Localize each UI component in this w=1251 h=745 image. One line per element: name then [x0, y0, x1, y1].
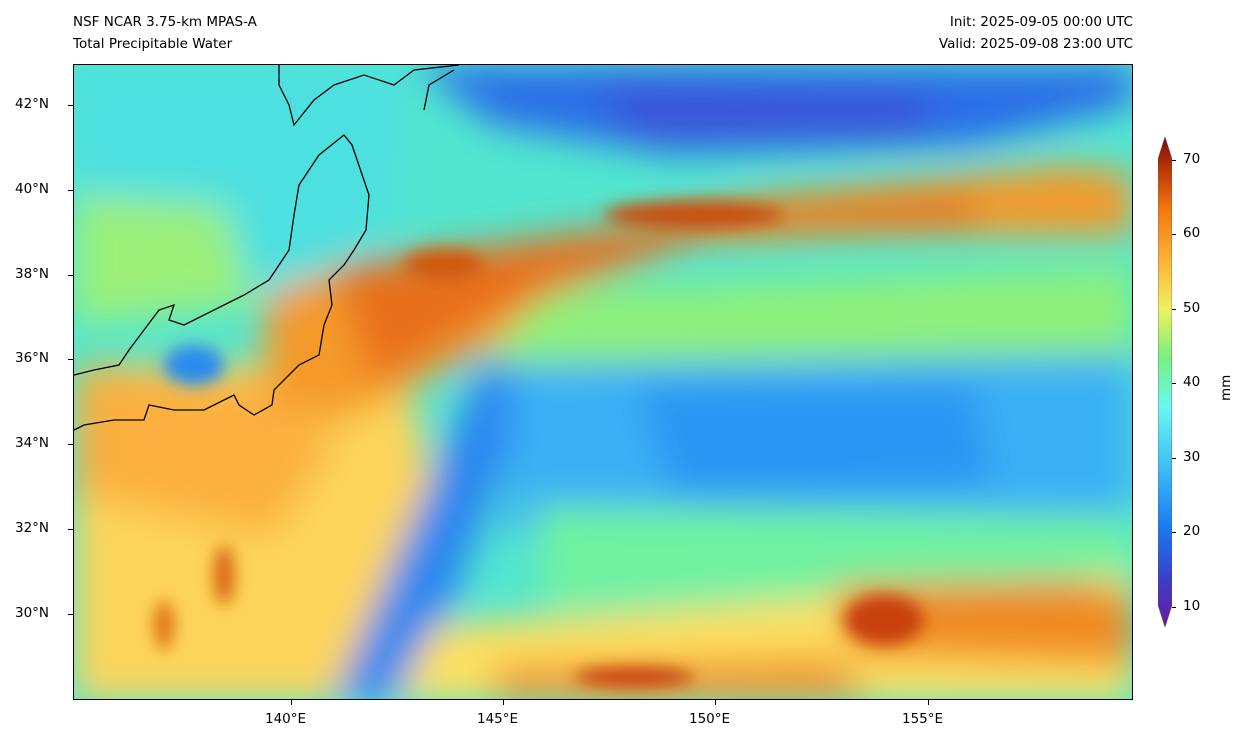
lat-label: 38°N	[15, 266, 50, 282]
model-title: NSF NCAR 3.75-km MPAS-A	[73, 14, 257, 30]
lon-label: 150°E	[689, 711, 731, 727]
lat-tick-mark	[68, 529, 73, 530]
cbar-tick-mark	[1172, 458, 1176, 459]
lon-tick-mark	[928, 700, 929, 705]
tpw-map	[73, 64, 1133, 700]
lon-label: 145°E	[477, 711, 519, 727]
lat-label: 34°N	[15, 435, 50, 451]
tpw-field	[74, 65, 1132, 699]
cbar-label: 50	[1183, 300, 1201, 316]
lon-tick-mark	[503, 700, 504, 705]
lon-label: 155°E	[902, 711, 944, 727]
lat-tick-mark	[68, 190, 73, 191]
cbar-tick-mark	[1172, 309, 1176, 310]
cbar-label: 30	[1183, 449, 1201, 465]
init-time: Init: 2025-09-05 00:00 UTC	[949, 14, 1133, 30]
cbar-label: 10	[1183, 598, 1201, 614]
colorbar-unit: mm	[1218, 374, 1234, 401]
cbar-tick-mark	[1172, 160, 1176, 161]
lon-tick-mark	[291, 700, 292, 705]
valid-time: Valid: 2025-09-08 23:00 UTC	[938, 36, 1133, 52]
lat-tick-mark	[68, 444, 73, 445]
lon-label: 140°E	[265, 711, 307, 727]
cbar-label: 40	[1183, 374, 1201, 390]
lat-tick-mark	[68, 105, 73, 106]
lat-tick-mark	[68, 275, 73, 276]
lat-label: 32°N	[15, 520, 50, 536]
cbar-tick-mark	[1172, 383, 1176, 384]
coastline	[74, 65, 460, 431]
cbar-tick-mark	[1172, 532, 1176, 533]
lat-label: 36°N	[15, 350, 50, 366]
cbar-tick-mark	[1172, 234, 1176, 235]
lat-tick-mark	[68, 359, 73, 360]
colorbar	[1158, 137, 1172, 627]
lon-tick-mark	[715, 700, 716, 705]
lat-tick-mark	[68, 614, 73, 615]
cbar-label: 60	[1183, 225, 1201, 241]
cbar-tick-mark	[1172, 607, 1176, 608]
cbar-label: 70	[1183, 151, 1201, 167]
field-title: Total Precipitable Water	[73, 36, 233, 52]
lat-label: 30°N	[15, 605, 50, 621]
cbar-label: 20	[1183, 523, 1201, 539]
lat-label: 42°N	[15, 96, 50, 112]
lat-label: 40°N	[15, 181, 50, 197]
